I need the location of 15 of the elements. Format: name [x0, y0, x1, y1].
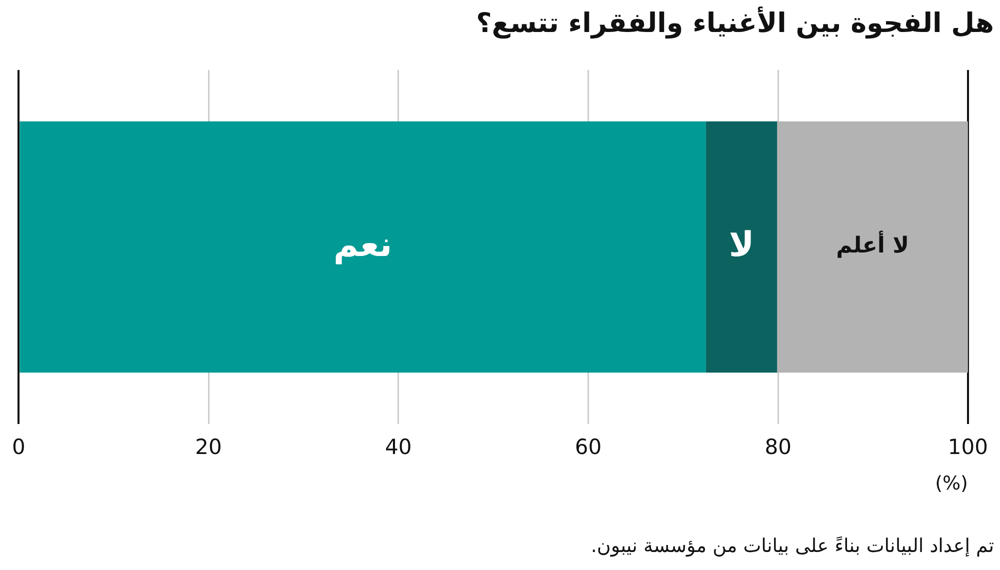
series-label: نعم: [334, 224, 392, 265]
x-tick-label: 60: [574, 435, 602, 460]
bar: [20, 121, 706, 373]
series-label: لا: [728, 224, 754, 265]
x-tick-label: 80: [764, 435, 792, 460]
x-axis-title: (%): [935, 472, 968, 495]
x-tick-label: 40: [385, 435, 412, 460]
series-label: لا أعلم: [836, 230, 909, 259]
bar: [706, 121, 778, 373]
x-tick-label: 20: [195, 435, 222, 460]
text: تم إعداد البيانات بناءً على بيانات من مؤسسة نيبون.: [590, 535, 994, 557]
x-tick-label: 100: [948, 435, 988, 460]
x-tick-label: 0: [12, 435, 26, 460]
chart-title: هل الفجوة بين الأغنياء والفقراء تتسع؟: [476, 8, 994, 39]
bar: [777, 121, 968, 373]
